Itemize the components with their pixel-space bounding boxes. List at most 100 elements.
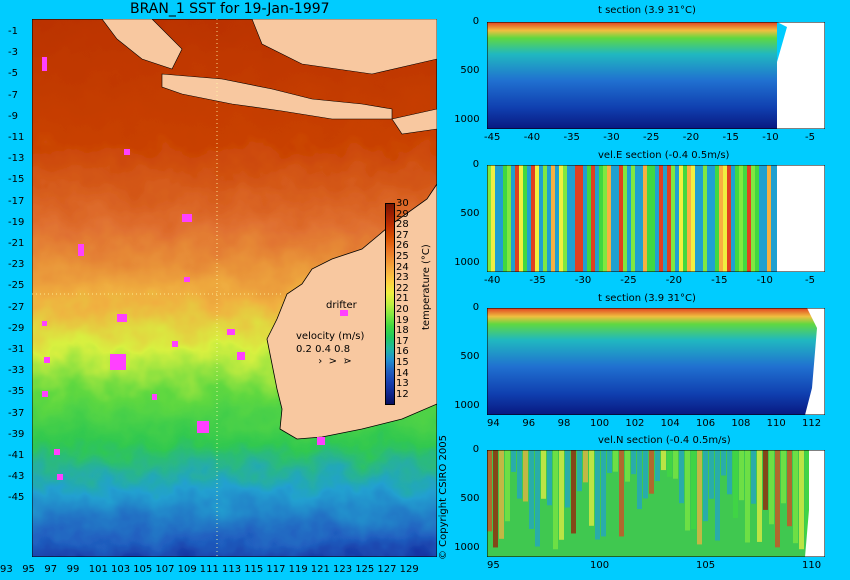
vel-e-stripe — [695, 165, 699, 272]
longitude-label: 97 — [44, 564, 58, 575]
vel-e-stripe — [651, 165, 655, 272]
colorbar-tick-label: 17 — [396, 335, 409, 347]
land-timor — [391, 108, 437, 135]
drifter-legend-label: drifter — [326, 300, 357, 311]
section-x-tick: -15 — [722, 132, 739, 143]
vel-e-stripe — [719, 165, 723, 272]
vel-e-stripe — [615, 165, 619, 272]
vel-n-stripe — [565, 450, 570, 508]
vel-n-stripe — [793, 450, 798, 544]
longitude-label: 121 — [310, 564, 330, 575]
section-y-tick: 500 — [460, 351, 480, 363]
vel-e-stripe — [543, 165, 547, 272]
section-y-tick: 500 — [460, 65, 480, 77]
drifter-legend-marker — [340, 310, 348, 316]
velocity-arrow-icons: › > ⋗ — [296, 356, 352, 367]
vel-n-stripe — [631, 450, 636, 475]
vel-e-stripe — [619, 165, 623, 272]
vel-e-stripe — [607, 165, 611, 272]
velocity-legend-label: velocity (m/s) — [296, 331, 365, 342]
vel-n-stripe — [625, 450, 630, 482]
latitude-label: -39 — [8, 428, 25, 440]
vel-e-stripe — [507, 165, 511, 272]
longitude-label: 125 — [355, 564, 375, 575]
vel-e-stripe — [515, 165, 519, 272]
vel-n-stripe — [535, 450, 540, 547]
section-y-tick: 0 — [472, 444, 480, 455]
latitude-label: -1 — [8, 26, 18, 37]
vel-e-stripe — [511, 165, 515, 272]
longitude-label: 127 — [377, 564, 397, 575]
vel-e-stripe — [675, 165, 679, 272]
longitude-label: 109 — [177, 564, 197, 575]
latitude-label: -27 — [8, 301, 25, 313]
colorbar-label: temperature (°C) — [421, 244, 432, 330]
vel-e-stripe — [547, 165, 551, 272]
longitude-label: 117 — [266, 564, 286, 575]
section-x-tick: -30 — [574, 275, 592, 286]
vel-n-stripe — [559, 450, 564, 540]
section-y-tick: 1000 — [454, 114, 480, 126]
section-x-tick: -35 — [563, 132, 580, 143]
vel-n-stripe — [619, 450, 624, 537]
vel-n-stripe — [733, 450, 738, 519]
vel-e-stripe — [711, 165, 715, 272]
vel-n-stripe — [685, 450, 690, 531]
latitude-label: -9 — [8, 110, 18, 122]
section-x-tick: -5 — [805, 132, 815, 143]
colorbar-tick-label: 26 — [396, 240, 409, 252]
vel-n-stripe — [799, 450, 804, 550]
section-x-tick: 104 — [660, 418, 680, 429]
vel-e-stripe — [623, 165, 627, 272]
section-x-tick: -25 — [643, 132, 660, 143]
t-section-longitude-plot — [487, 308, 825, 415]
latitude-label: -21 — [8, 238, 25, 249]
colorbar-tick-label: 27 — [396, 229, 409, 241]
vel-n-section-plot — [487, 450, 825, 557]
velocity-legend-scale: 0.2 0.4 0.8 — [296, 344, 351, 355]
section-title-vel-e: vel.E section (-0.4 0.5m/s) — [598, 150, 730, 161]
section-x-tick: 102 — [625, 418, 645, 429]
latitude-label: -23 — [8, 259, 25, 271]
vel-e-stripe — [559, 165, 563, 272]
vel-n-stripe — [505, 450, 510, 522]
vel-e-stripe — [671, 165, 675, 272]
vel-e-stripe — [663, 165, 667, 272]
section-x-tick: 110 — [802, 560, 822, 571]
vel-e-stripe — [643, 165, 647, 272]
vel-n-stripe — [805, 450, 810, 537]
longitude-label: 99 — [66, 564, 80, 575]
colorbar-tick-label: 14 — [396, 367, 409, 379]
vel-n-stripe — [553, 450, 558, 550]
vel-n-stripe — [613, 450, 618, 472]
vel-e-stripe — [715, 165, 719, 272]
land-borneo — [251, 19, 437, 75]
vel-n-stripe — [661, 450, 666, 471]
section-x-tick: -40 — [484, 275, 501, 286]
section-x-tick: 105 — [696, 560, 716, 571]
vel-e-stripe — [747, 165, 751, 272]
vel-n-stripe — [691, 450, 696, 530]
vel-e-stripe — [595, 165, 599, 272]
longitude-label: 103 — [111, 564, 131, 575]
section-title-t-lon: t section (3.9 31°C) — [598, 293, 696, 304]
vel-e-stripe — [691, 165, 695, 272]
vel-e-stripe — [579, 165, 583, 272]
vel-e-stripe — [707, 165, 711, 272]
latitude-label: -45 — [8, 492, 25, 504]
colorbar-tick-label: 15 — [396, 357, 409, 368]
vel-e-stripe — [739, 165, 743, 272]
vel-n-stripe — [493, 450, 498, 548]
vel-n-stripe — [679, 450, 684, 504]
vel-e-stripe — [679, 165, 683, 272]
vel-e-stripe — [687, 165, 691, 272]
vel-n-stripe — [637, 450, 642, 510]
latitude-label: -11 — [8, 132, 25, 143]
vel-e-stripe — [575, 165, 579, 272]
vel-n-stripe — [589, 450, 594, 526]
vel-n-stripe — [607, 450, 612, 473]
vel-n-stripe — [751, 450, 756, 504]
colorbar-tick-label: 16 — [396, 346, 409, 358]
latitude-label: -41 — [8, 450, 25, 461]
vel-n-stripe — [547, 450, 552, 506]
